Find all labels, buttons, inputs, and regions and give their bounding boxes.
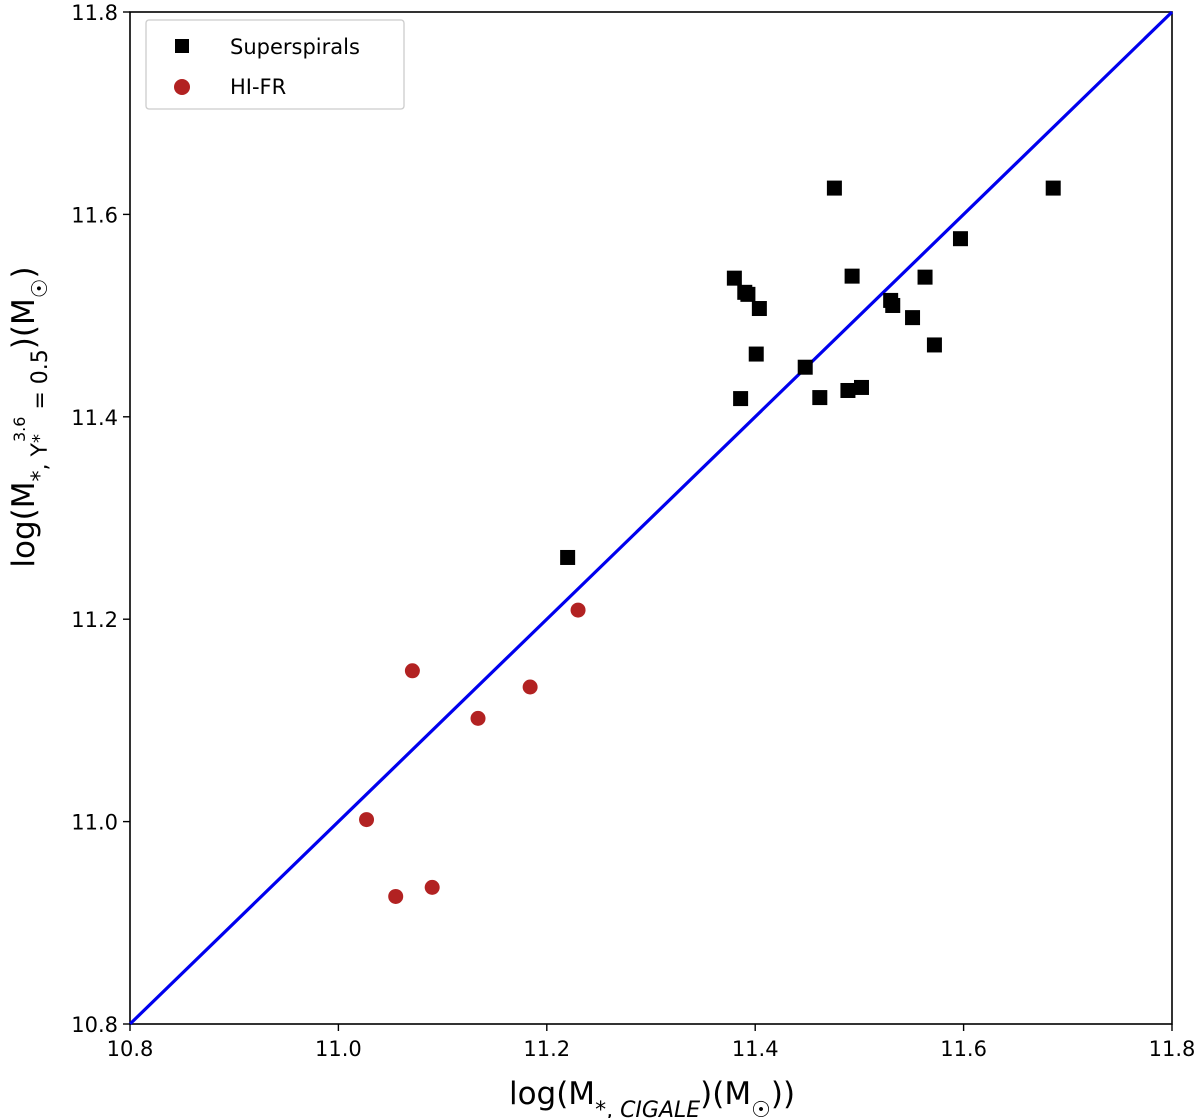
y-tick-label: 11.6 [71,203,118,227]
data-point-hi-fr [570,602,586,618]
y-tick-label: 11.2 [71,608,118,632]
data-point-superspirals [840,382,856,398]
x-tick-label: 11.4 [732,1037,779,1061]
data-point-superspirals [560,549,576,565]
data-point-superspirals [748,346,764,362]
reference-line-layer [128,10,1174,1026]
x-axis-label: log(M*, CIGALE)(M☉)) [509,1076,795,1118]
data-point-superspirals [952,231,968,247]
data-point-superspirals [853,379,869,395]
data-point-superspirals [726,270,742,286]
data-point-hi-fr [470,710,486,726]
data-point-hi-fr [522,679,538,695]
legend-marker-superspirals [175,39,189,53]
data-point-hi-fr [404,663,420,679]
legend-label-hi-fr: HI-FR [230,75,286,99]
plot-frame [129,11,1173,1025]
x-tick-label: 11.8 [1149,1037,1196,1061]
one-to-one-line [128,10,1174,1026]
data-point-superspirals [885,297,901,313]
data-point-hi-fr [359,812,375,828]
y-axis-label: log(M*, Υ*3.6 = 0.5)(M☉) [6,266,53,567]
legend-marker-hi-fr [174,79,190,95]
data-point-hi-fr [424,879,440,895]
data-point-superspirals [740,286,756,302]
y-tick-label: 11.8 [71,1,118,25]
legend: Superspirals HI-FR [145,19,405,110]
legend-label-superspirals: Superspirals [230,35,360,59]
x-tick-label: 10.8 [107,1037,154,1061]
data-point-hi-fr [388,888,404,904]
legend-frame [145,19,405,110]
data-point-superspirals [797,359,813,375]
data-points-layer [359,180,1061,904]
data-point-superspirals [826,180,842,196]
x-tick-label: 11.6 [940,1037,987,1061]
data-point-superspirals [926,337,942,353]
data-point-superspirals [917,269,933,285]
data-point-superspirals [905,310,921,326]
axis-ticks-layer: 10.8 11.0 11.2 11.4 11.6 11.8 10.8 11.0 11.2 11.4… [71,1,1195,1061]
data-point-superspirals [733,391,749,407]
data-point-superspirals [1045,180,1061,196]
x-tick-label: 11.2 [523,1037,570,1061]
x-tick-label: 11.0 [315,1037,362,1061]
data-point-superspirals [844,268,860,284]
data-point-superspirals [812,390,828,406]
y-tick-label: 10.8 [71,1013,118,1037]
data-point-superspirals [751,301,767,317]
plot-area [129,11,1173,1025]
y-tick-label: 11.0 [71,811,118,835]
y-tick-label: 11.4 [71,406,118,430]
